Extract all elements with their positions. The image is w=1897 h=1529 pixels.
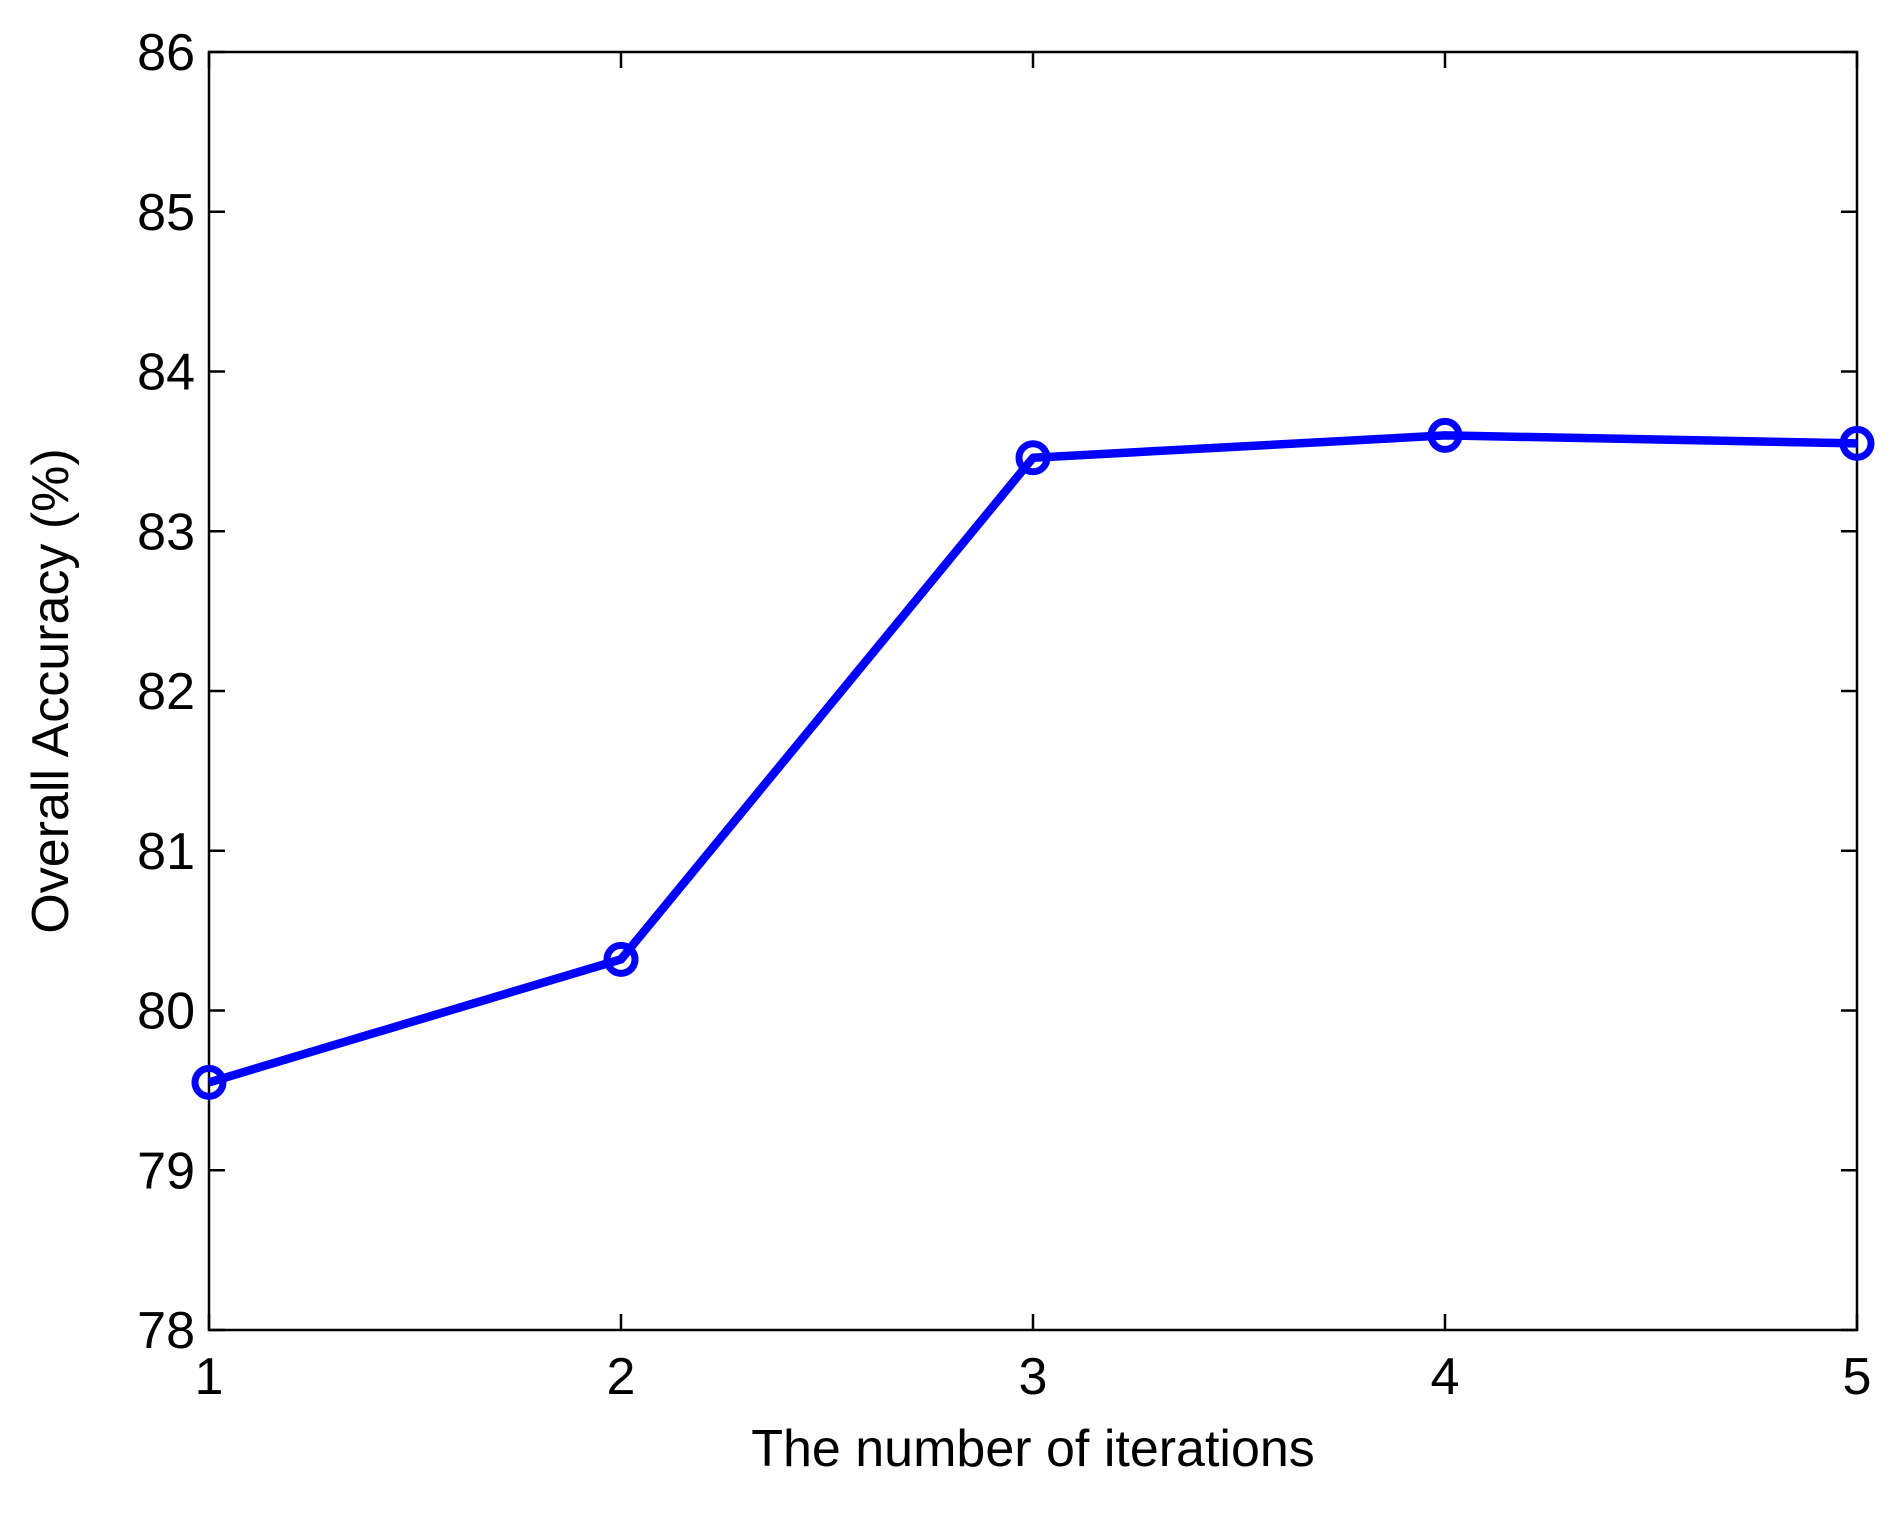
- data-point: [1427, 417, 1463, 453]
- x-tick-label: 1: [195, 1348, 224, 1406]
- x-tick-label: 3: [1019, 1348, 1048, 1406]
- data-point: [191, 1064, 227, 1100]
- plot-frame: [207, 50, 1859, 1332]
- y-tick-label: 86: [137, 24, 195, 82]
- x-tick-label: 5: [1843, 1348, 1872, 1406]
- x-tick-label: 2: [607, 1348, 636, 1406]
- y-tick-label: 81: [137, 823, 195, 881]
- data-line: [207, 431, 1858, 1087]
- data-point: [1839, 425, 1875, 461]
- x-axis-label: The number of iterations: [751, 1420, 1315, 1478]
- y-tick-label: 83: [137, 503, 195, 561]
- x-tick-label: 4: [1431, 1348, 1460, 1406]
- y-tick-label: 79: [137, 1142, 195, 1200]
- y-tick-label: 82: [137, 663, 195, 721]
- y-tick-label: 80: [137, 983, 195, 1041]
- y-tick-label: 84: [137, 344, 195, 402]
- y-axis-label: Overall Accuracy (%): [22, 448, 80, 933]
- y-tick-label: 78: [137, 1302, 195, 1360]
- data-point: [1015, 440, 1051, 476]
- y-tick-label: 85: [137, 184, 195, 242]
- data-point: [603, 941, 639, 977]
